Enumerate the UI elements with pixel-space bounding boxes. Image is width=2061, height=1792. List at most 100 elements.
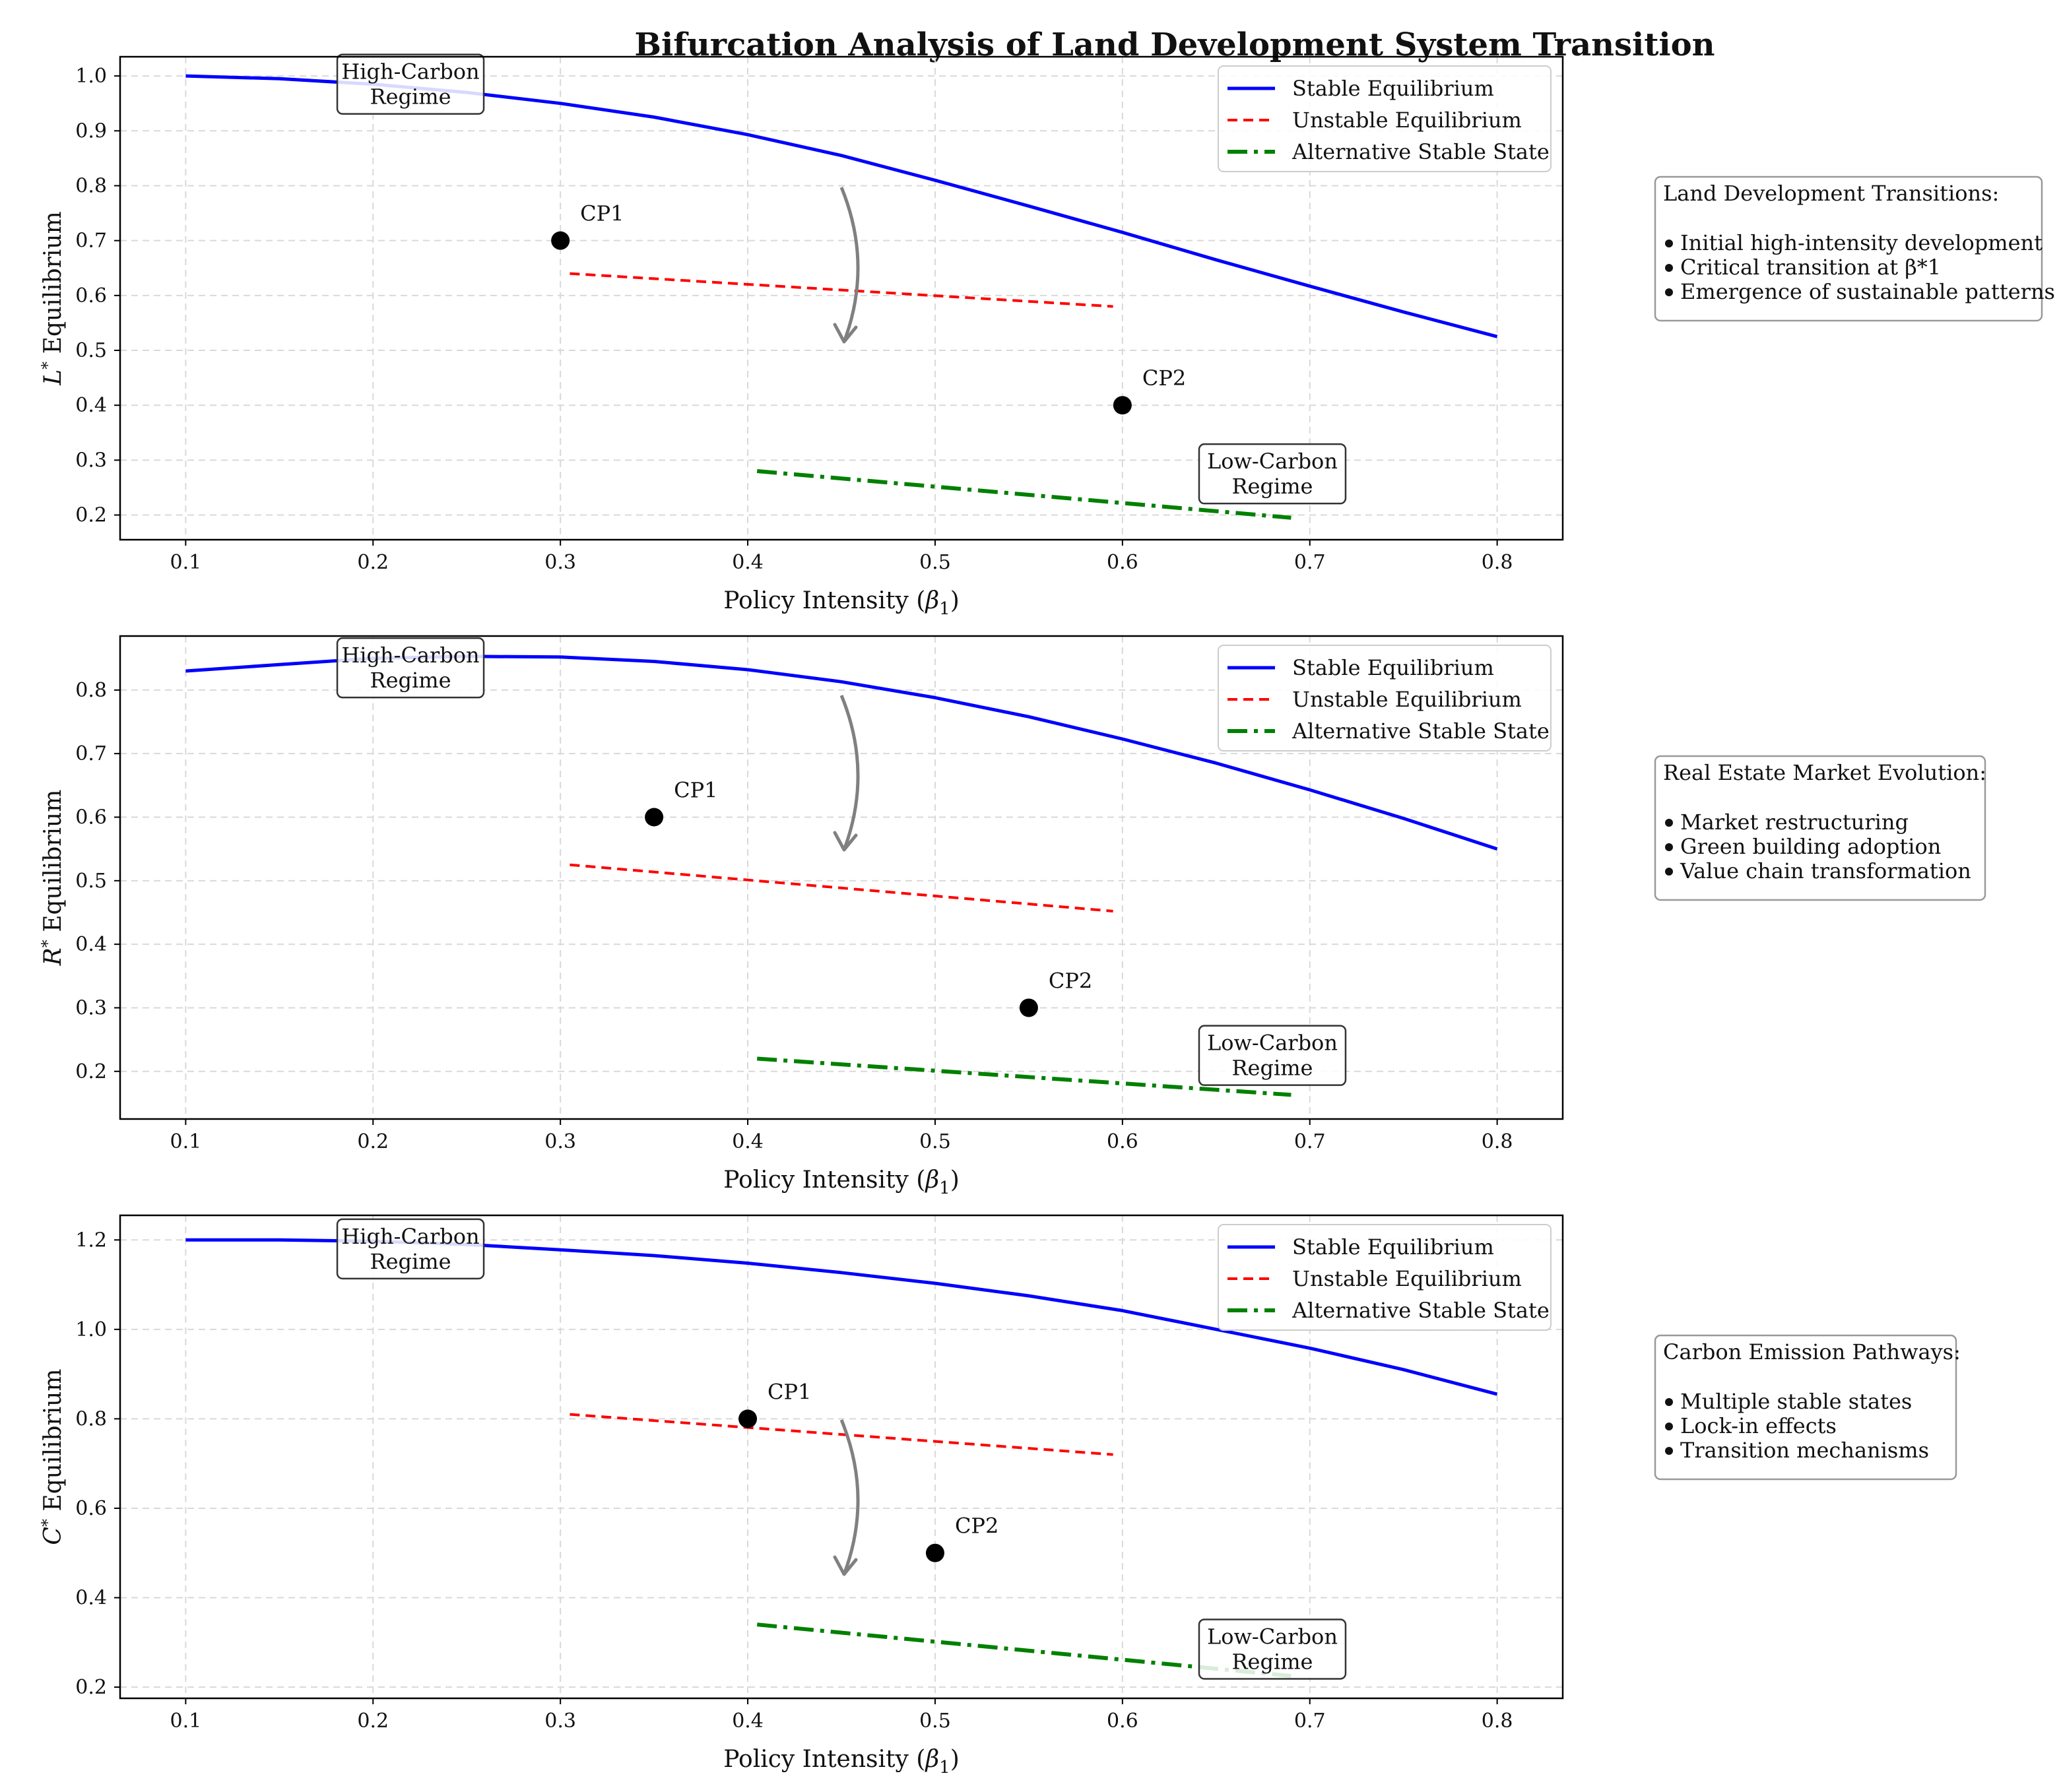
- series-dashed: [570, 863, 1113, 912]
- critical-point-1: [738, 1409, 758, 1428]
- x-tick-label: 0.4: [732, 1130, 764, 1153]
- x-tick-label: 0.6: [1107, 1130, 1138, 1153]
- x-axis-label: Policy Intensity (β1): [723, 1746, 959, 1777]
- transition-arrow-head: [833, 323, 858, 344]
- x-tick-label: 0.3: [544, 1710, 576, 1733]
- y-tick-label: 0.8: [75, 174, 107, 197]
- y-axis-label-star: *: [38, 362, 57, 369]
- note-heading: Land Development Transitions:: [1663, 181, 1999, 206]
- regime-box: [336, 1218, 485, 1280]
- legend-label-3: Alternative Stable State: [1292, 139, 1550, 164]
- grid: [120, 1215, 1563, 1698]
- note-item-3: Value chain transformation: [1680, 858, 1971, 883]
- note-item-2: Lock-in effects: [1680, 1413, 1837, 1438]
- series-dashed: [570, 272, 1113, 308]
- y-axis-label: L* Equilibrium: [38, 211, 67, 386]
- legend-label-1: Stable Equilibrium: [1292, 655, 1494, 680]
- y-axis-label-star: *: [38, 940, 57, 947]
- critical-point-label-1: CP1: [580, 201, 624, 226]
- y-tick-label: 0.4: [75, 1587, 107, 1610]
- legend: Stable Equilibrium Unstable Equilibrium Al…: [1218, 645, 1552, 752]
- y-tick-label: 1.0: [75, 65, 107, 88]
- x-tick-label: 0.4: [732, 551, 764, 574]
- y-tick-label: 0.8: [75, 679, 107, 702]
- transition-arrow: [833, 695, 860, 852]
- regime-box: [336, 53, 485, 115]
- x-tick-label: 0.7: [1294, 1130, 1326, 1153]
- note-frame: [1654, 755, 1986, 901]
- x-tick-label: 0.3: [544, 551, 576, 574]
- y-axis-label: C* Equilibrium: [38, 1368, 67, 1545]
- y-tick-label: 0.5: [75, 339, 107, 362]
- x-tick-label: 0.5: [919, 1710, 951, 1733]
- x-axis-label: Policy Intensity (β1): [723, 1167, 959, 1198]
- legend-label-3: Alternative Stable State: [1292, 1298, 1550, 1323]
- x-axis-label-main: Policy Intensity (: [723, 587, 925, 614]
- x-tick-label: 0.1: [170, 551, 202, 574]
- y-axis-label-rest: Equilibrium: [40, 1368, 67, 1519]
- regime-box: [1198, 1025, 1347, 1086]
- series-dashdot: [756, 1056, 1292, 1097]
- legend-box: [1218, 1224, 1552, 1331]
- regime-line-2: Regime: [370, 84, 451, 110]
- x-axis-label-sub: 1: [939, 599, 950, 619]
- y-tick-label: 0.9: [75, 119, 107, 143]
- note-frame: [1654, 1334, 1957, 1481]
- critical-point-1: [645, 808, 664, 827]
- transition-arrow-head: [833, 1555, 858, 1576]
- regime-box: [336, 637, 485, 699]
- x-tick-label: 0.5: [919, 551, 951, 574]
- critical-point-label-2: CP2: [1049, 968, 1092, 993]
- legend-label-1: Stable Equilibrium: [1292, 76, 1494, 101]
- legend: Stable Equilibrium Unstable Equilibrium Al…: [1218, 65, 1552, 172]
- note-item-2: Critical transition at β*1: [1680, 255, 1941, 280]
- x-axis-label-close: ): [950, 587, 960, 614]
- regime-line-2: Regime: [370, 668, 451, 693]
- note-box-1: Land Development Transitions: Initial hig…: [1654, 176, 2055, 322]
- chart-panel-3: High-CarbonRegimeLow-CarbonRegimeCP1CP20…: [38, 1214, 1564, 1777]
- legend-label-3: Alternative Stable State: [1292, 719, 1550, 744]
- note-bullet: [1665, 240, 1673, 247]
- series-dashdot: [756, 469, 1292, 520]
- x-tick-label: 0.8: [1482, 1710, 1513, 1733]
- transition-arrow: [833, 1419, 860, 1576]
- regime-box: [1198, 443, 1347, 505]
- x-tick-label: 0.1: [170, 1130, 202, 1153]
- critical-point-1: [551, 231, 570, 250]
- legend-label-2: Unstable Equilibrium: [1292, 1266, 1522, 1291]
- x-tick-label: 0.6: [1107, 1710, 1138, 1733]
- critical-point-label-2: CP2: [1142, 366, 1186, 391]
- y-axis-label: R* Equilibrium: [38, 790, 67, 967]
- note-item-3: Emergence of sustainable patterns: [1680, 279, 2055, 304]
- note-item-2: Green building adoption: [1680, 834, 1941, 859]
- critical-point-2: [1113, 396, 1132, 415]
- axes-frame: [119, 635, 1564, 1120]
- axes-frame: [119, 1214, 1564, 1700]
- y-axis-label-rest: Equilibrium: [40, 211, 67, 362]
- y-tick-label: 1.2: [75, 1229, 107, 1252]
- transition-arrow-head: [833, 831, 858, 852]
- note-bullet: [1665, 819, 1673, 827]
- x-tick-label: 0.2: [357, 1130, 389, 1153]
- note-bullet: [1665, 264, 1673, 272]
- y-tick-label: 0.6: [75, 806, 107, 829]
- x-tick-label: 0.3: [544, 1130, 576, 1153]
- legend-label-2: Unstable Equilibrium: [1292, 108, 1522, 133]
- y-tick-label: 0.8: [75, 1407, 107, 1430]
- grid: [120, 636, 1563, 1119]
- y-tick-label: 1.0: [75, 1318, 107, 1341]
- note-box-3: Carbon Emission Pathways: Multiple stable…: [1654, 1334, 1961, 1481]
- x-tick-label: 0.7: [1294, 1710, 1326, 1733]
- x-axis-label-main: Policy Intensity (: [723, 1167, 925, 1194]
- axes-frame: [119, 55, 1564, 541]
- regime-line-2: Regime: [1231, 474, 1313, 499]
- series-dashed: [570, 1413, 1113, 1456]
- regime-line-1: Low-Carbon: [1207, 1624, 1338, 1649]
- y-tick-label: 0.6: [75, 1497, 107, 1520]
- regime-line-2: Regime: [370, 1249, 451, 1274]
- regime-line-1: Low-Carbon: [1207, 449, 1338, 474]
